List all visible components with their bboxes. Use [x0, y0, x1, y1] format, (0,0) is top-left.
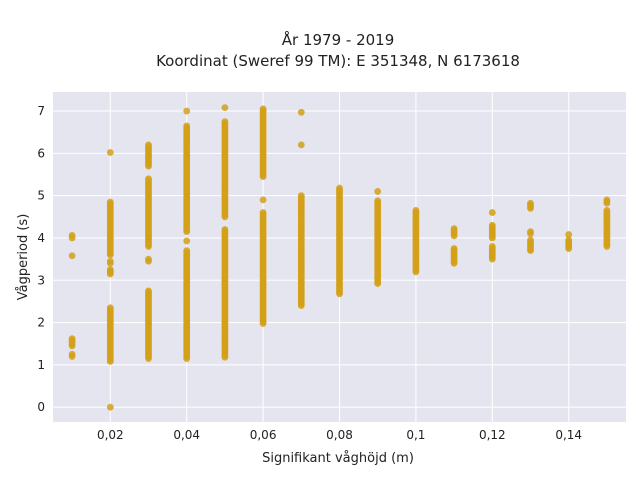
- y-axis-label: Vågperiod (s): [16, 214, 31, 301]
- data-point: [488, 221, 496, 229]
- data-point: [106, 198, 114, 206]
- data-point: [106, 257, 114, 265]
- y-tick-label: 3: [37, 273, 45, 287]
- data-point: [603, 207, 611, 214]
- x-tick-label: 0,12: [479, 428, 506, 442]
- data-point: [221, 118, 229, 126]
- data-point: [374, 197, 382, 205]
- data-point: [297, 108, 305, 116]
- x-tick-label: 0,06: [250, 428, 277, 442]
- data-point: [183, 122, 191, 130]
- y-tick-label: 7: [37, 104, 45, 118]
- data-point: [336, 184, 343, 192]
- data-point: [145, 287, 152, 295]
- data-point: [565, 231, 573, 238]
- data-point: [68, 232, 76, 239]
- data-point: [106, 266, 114, 274]
- x-axis-label: Signifikant våghöjd (m): [262, 451, 414, 466]
- data-point: [603, 196, 611, 204]
- x-tick-label: 0,02: [97, 428, 124, 442]
- x-tick-label: 0,08: [326, 428, 353, 442]
- data-point: [106, 149, 114, 156]
- data-point: [68, 252, 76, 260]
- x-tick-label: 0,04: [173, 428, 200, 442]
- data-point: [527, 236, 534, 244]
- data-point: [221, 226, 229, 233]
- data-point: [259, 105, 267, 113]
- y-tick-label: 5: [37, 189, 45, 203]
- data-point: [527, 228, 534, 236]
- data-point: [259, 209, 267, 216]
- data-point: [183, 247, 191, 255]
- data-point: [488, 209, 496, 216]
- y-tick-label: 4: [37, 231, 45, 245]
- data-points-layer: [68, 104, 611, 411]
- y-tick-label: 1: [37, 358, 45, 372]
- data-point: [68, 350, 76, 358]
- y-tick-label: 2: [37, 316, 45, 330]
- data-point: [374, 188, 382, 195]
- y-tick-label: 6: [37, 146, 45, 160]
- data-point: [488, 243, 496, 250]
- data-point: [527, 199, 534, 207]
- y-tick-label: 0: [37, 400, 45, 414]
- data-point: [145, 255, 152, 263]
- data-point: [145, 141, 152, 149]
- data-point: [221, 104, 229, 112]
- data-point: [412, 207, 420, 214]
- x-tick-label: 0,14: [555, 428, 582, 442]
- chart-title-line-1: År 1979 - 2019: [282, 30, 395, 49]
- data-point: [183, 237, 191, 245]
- y-tick-labels: 0 1 2 3 4 5 6 7: [37, 104, 45, 414]
- data-point: [450, 225, 458, 233]
- data-point: [297, 141, 305, 149]
- data-point: [450, 245, 458, 252]
- x-tick-label: 0,1: [406, 428, 425, 442]
- data-point: [106, 403, 114, 411]
- data-point: [183, 107, 191, 115]
- data-point: [106, 304, 114, 312]
- chart-title-line-2: Koordinat (Sweref 99 TM): E 351348, N 61…: [156, 52, 520, 70]
- data-point: [259, 196, 267, 204]
- data-point: [68, 335, 76, 343]
- x-tick-labels: 0,02 0,04 0,06 0,08 0,1 0,12 0,14: [97, 428, 582, 442]
- data-point: [297, 192, 305, 200]
- data-point: [565, 236, 573, 244]
- data-point: [145, 175, 152, 183]
